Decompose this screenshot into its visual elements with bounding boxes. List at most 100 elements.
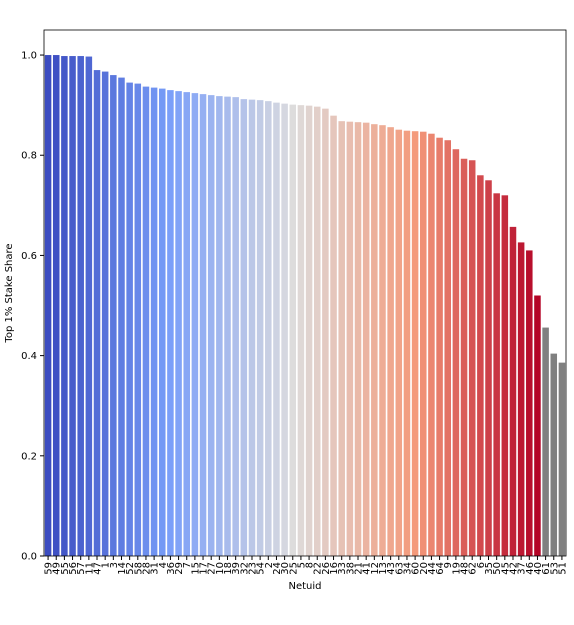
x-tick-label: 21 — [354, 562, 365, 575]
bar — [240, 99, 248, 556]
bar — [313, 106, 321, 556]
x-tick-label: 39 — [231, 562, 242, 575]
bar — [167, 90, 174, 556]
bar — [436, 137, 443, 556]
bar — [379, 125, 386, 556]
x-tick-label: 19 — [451, 562, 462, 575]
x-tick-label: 18 — [223, 562, 234, 575]
bar — [281, 103, 288, 556]
bar — [216, 96, 223, 556]
bar — [175, 91, 182, 557]
x-tick-label: 28 — [141, 562, 152, 575]
x-tick-label: 5 — [296, 562, 307, 568]
x-tick-label: 46 — [525, 562, 536, 575]
bar — [265, 101, 272, 556]
x-tick-label: 17 — [199, 562, 210, 575]
x-tick-label: 6 — [476, 562, 487, 568]
y-tick-label: 1.0 — [21, 51, 37, 62]
x-tick-label: 35 — [484, 562, 495, 575]
y-axis-label: Top 1% Stake Share — [4, 243, 15, 343]
bar — [52, 55, 60, 557]
bar — [428, 133, 435, 556]
bar — [150, 87, 158, 556]
axes-frame — [43, 29, 567, 557]
bar — [403, 130, 411, 557]
x-tick-label: 29 — [174, 562, 185, 575]
x-tick-label: 16 — [329, 562, 340, 575]
bar — [322, 108, 329, 556]
bar — [371, 124, 378, 556]
x-tick-label: 43 — [386, 562, 397, 575]
x-tick-label: 27 — [207, 562, 218, 575]
bar — [460, 158, 468, 557]
y-tick-label: 0.0 — [21, 552, 37, 563]
x-tick-label: 49 — [52, 562, 63, 575]
bar — [338, 121, 345, 556]
x-tick-label: 59 — [44, 562, 55, 575]
x-tick-label: 15 — [190, 562, 201, 575]
x-tick-label: 37 — [517, 562, 528, 575]
bar — [330, 115, 337, 557]
bar — [101, 71, 109, 557]
x-tick-label: 64 — [435, 562, 446, 575]
bar — [452, 149, 460, 556]
y-tick-label: 0.2 — [21, 451, 37, 462]
x-tick-label: 45 — [500, 562, 511, 575]
x-tick-label: 62 — [468, 562, 479, 575]
x-tick-label: 63 — [394, 562, 405, 575]
x-tick-label: 30 — [280, 562, 291, 575]
bar — [346, 121, 354, 556]
bar — [126, 82, 133, 556]
bar — [534, 295, 541, 556]
x-tick-label: 57 — [76, 562, 87, 575]
bar — [207, 95, 215, 556]
bar — [248, 99, 256, 556]
bar — [444, 140, 451, 556]
x-tick-label: 42 — [508, 562, 519, 575]
x-tick-label: 50 — [492, 562, 503, 575]
x-tick-label: 38 — [345, 562, 356, 575]
bar — [93, 70, 101, 557]
x-tick-label: 53 — [549, 562, 560, 575]
bar — [110, 75, 117, 556]
x-tick-label: 51 — [557, 562, 568, 575]
x-tick-label: 12 — [370, 562, 381, 575]
x-tick-label: 2 — [264, 562, 275, 568]
x-tick-label: 40 — [533, 562, 544, 575]
x-tick-label: 32 — [239, 562, 250, 575]
bar — [420, 131, 427, 556]
x-tick-label: 24 — [272, 562, 283, 575]
bar — [118, 77, 125, 556]
bar — [550, 353, 558, 556]
bar — [517, 242, 525, 556]
x-tick-label: 60 — [411, 562, 422, 575]
x-tick-label: 33 — [337, 562, 348, 575]
x-tick-label: 26 — [321, 562, 332, 575]
bar — [199, 94, 207, 557]
bar — [289, 104, 297, 556]
x-tick-label: 48 — [460, 562, 471, 575]
x-tick-label: 41 — [362, 562, 373, 575]
x-tick-label: 47 — [93, 562, 104, 575]
bar — [501, 195, 509, 557]
x-tick-label: 3 — [109, 562, 120, 568]
bar — [354, 122, 362, 557]
bar — [232, 97, 239, 556]
x-tick-label: 44 — [427, 562, 438, 575]
bar — [542, 327, 549, 556]
x-tick-label: 58 — [133, 562, 144, 575]
bar — [526, 250, 533, 556]
bar — [305, 105, 313, 557]
bar — [273, 102, 280, 556]
bar — [183, 92, 190, 556]
bar — [558, 362, 566, 556]
x-tick-label: 25 — [288, 562, 299, 575]
x-tick-label: 20 — [419, 562, 430, 575]
x-tick-label: 55 — [60, 562, 71, 575]
x-tick-label: 8 — [305, 562, 316, 568]
bar — [256, 100, 264, 556]
x-tick-label: 13 — [378, 562, 389, 575]
bar — [297, 105, 305, 557]
x-tick-label: 34 — [402, 562, 413, 575]
